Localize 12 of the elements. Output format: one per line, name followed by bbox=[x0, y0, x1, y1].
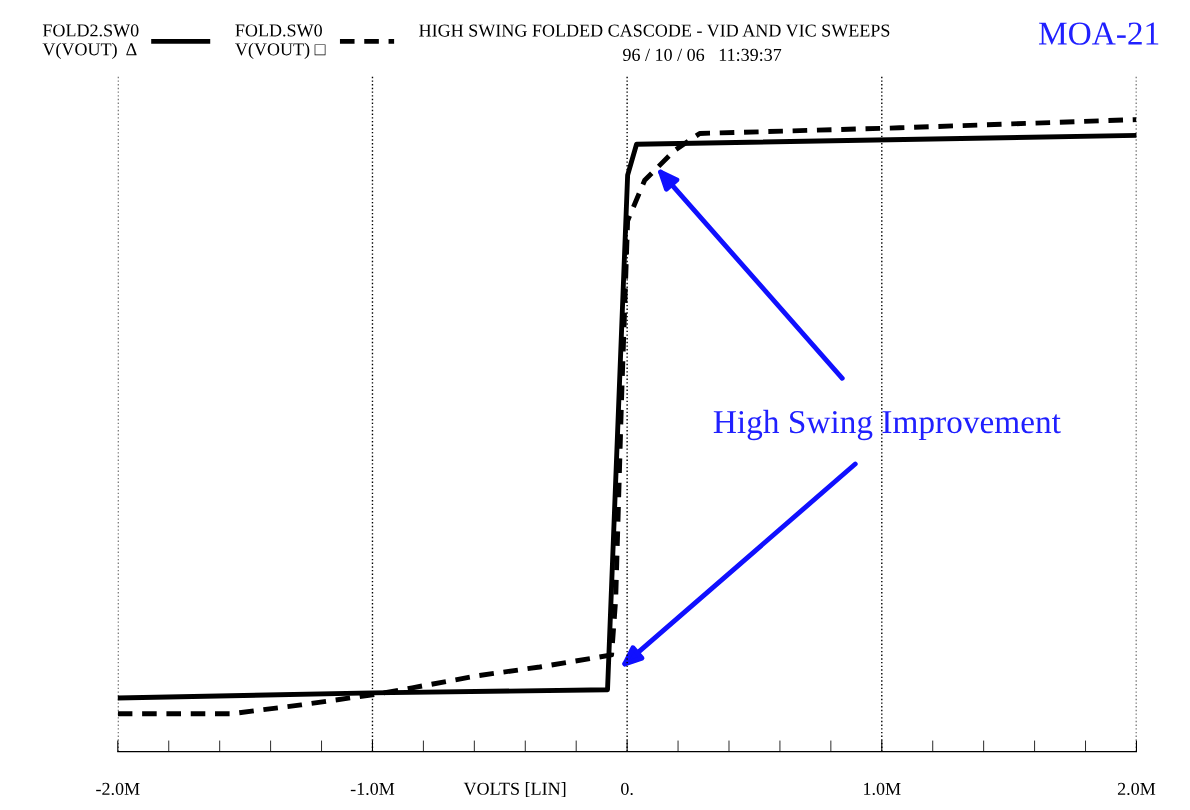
chart-title: HIGH SWING FOLDED CASCODE - VID AND VIC SWEEPS bbox=[419, 24, 890, 37]
x-tick-label: 0. bbox=[621, 782, 633, 796]
x-tick-label: -2.0M bbox=[96, 782, 140, 796]
annotation: High Swing Improvement bbox=[713, 409, 1061, 441]
chart-subtitle: 96 / 10 / 06 11:39:37 bbox=[623, 48, 782, 62]
legend-label: FOLD2.SW0 V(VOUT) Δ bbox=[42, 24, 139, 60]
x-axis-title: VOLTS [LIN] bbox=[463, 782, 566, 798]
text: MOA-21 bbox=[1038, 22, 1159, 45]
x-tick-label: 2.0M bbox=[1117, 782, 1156, 796]
legend-label: FOLD.SW0 V(VOUT) □ bbox=[235, 24, 326, 60]
x-tick-label: -1.0M bbox=[350, 782, 395, 796]
x-tick-label: 1.0M bbox=[864, 782, 901, 796]
